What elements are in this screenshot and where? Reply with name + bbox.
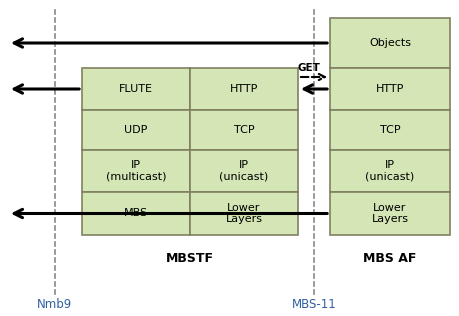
Bar (329, 150, 449, 192)
Bar (329, 192, 449, 235)
Bar (329, 18, 449, 68)
Text: MBS: MBS (123, 209, 148, 218)
Text: TCP: TCP (379, 125, 399, 135)
Text: UDP: UDP (124, 125, 147, 135)
Text: TCP: TCP (233, 125, 254, 135)
Text: HTTP: HTTP (230, 84, 257, 94)
Text: IP
(multicast): IP (multicast) (106, 160, 166, 182)
Bar (82, 110, 190, 150)
Bar (190, 68, 297, 110)
Bar (190, 150, 297, 192)
Text: Lower
Layers: Lower Layers (225, 203, 262, 224)
Text: IP
(unicast): IP (unicast) (219, 160, 268, 182)
Bar (82, 68, 190, 110)
Bar (329, 110, 449, 150)
Text: Objects: Objects (368, 38, 410, 48)
Bar (190, 110, 297, 150)
Bar (82, 150, 190, 192)
Text: IP
(unicast): IP (unicast) (364, 160, 414, 182)
Text: MBS AF: MBS AF (363, 252, 416, 264)
Text: FLUTE: FLUTE (119, 84, 153, 94)
Bar (190, 192, 297, 235)
Bar (82, 192, 190, 235)
Text: MBS-11: MBS-11 (291, 297, 336, 311)
Text: MBSTF: MBSTF (166, 252, 213, 264)
Text: HTTP: HTTP (375, 84, 403, 94)
Text: GET: GET (297, 63, 320, 73)
Bar (329, 68, 449, 110)
Text: Nmb9: Nmb9 (37, 297, 73, 311)
Text: Lower
Layers: Lower Layers (371, 203, 408, 224)
